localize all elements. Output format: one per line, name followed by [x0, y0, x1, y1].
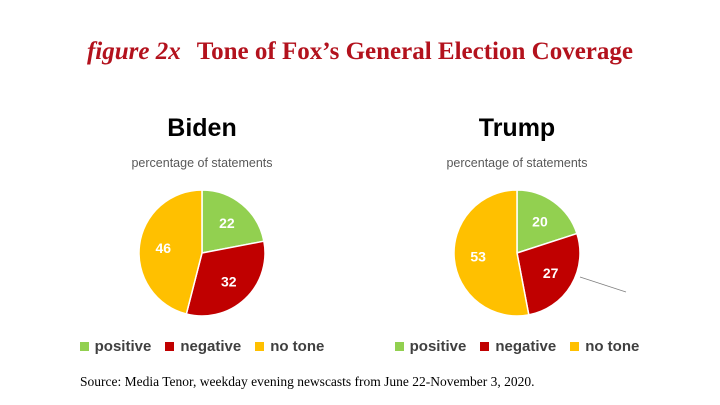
legend-label-positive: positive — [94, 338, 152, 355]
pie-slice-positive — [201, 189, 265, 254]
pie-slice-no-tone — [138, 189, 203, 315]
pie-svg: 22 32 46 — [138, 189, 266, 317]
source-note: Source: Media Tenor, weekday evening new… — [80, 374, 535, 389]
legend-swatch-negative — [480, 342, 490, 351]
legend-label-no-tone: no tone — [585, 338, 640, 355]
figure-title-text: Tone of Fox’s General Election Coverage — [196, 38, 634, 65]
pie-slice-negative — [185, 240, 266, 317]
legend-item-no-tone: no tone — [570, 338, 639, 355]
legend-item-positive: positive — [79, 338, 152, 355]
legend-label-negative: negative — [495, 338, 557, 355]
trump-pie-chart: 20 27 53 Trump percentage of statements po… — [377, 110, 657, 365]
pie-data-label-negative: 32 — [221, 273, 237, 289]
legend-label-no-tone: no tone — [270, 338, 325, 355]
legend-swatch-negative — [165, 342, 175, 351]
legend-label-negative: negative — [180, 338, 242, 355]
chart-subtitle: percentage of statements — [131, 156, 273, 170]
pie-slice-no-tone — [453, 189, 530, 317]
pie-svg: 20 27 53 — [453, 189, 627, 317]
legend-item-negative: negative — [480, 338, 556, 355]
legend-swatch-positive — [79, 342, 89, 351]
pie-data-label-positive: 20 — [532, 213, 548, 229]
chart-legend: positive negative no tone — [377, 338, 657, 355]
legend-swatch-no-tone — [570, 342, 580, 351]
pie-slice-positive — [516, 189, 578, 255]
chart-title: Trump — [478, 114, 556, 142]
pie-data-label-no-tone: 46 — [155, 240, 171, 256]
legend-item-negative: negative — [165, 338, 241, 355]
biden-pie-chart: 22 32 46 Biden percentage of statements po… — [62, 110, 342, 365]
chart-legend: positive negative no tone — [62, 338, 342, 355]
leader-line — [579, 276, 627, 293]
legend-item-no-tone: no tone — [255, 338, 324, 355]
figure-label: figure 2x — [86, 38, 181, 65]
pie-slice-negative — [516, 232, 581, 316]
legend-item-positive: positive — [394, 338, 467, 355]
pie-data-label-no-tone: 53 — [470, 249, 486, 265]
chart-subtitle: percentage of statements — [446, 156, 588, 170]
pie-data-label-positive: 22 — [219, 215, 235, 231]
legend-swatch-positive — [394, 342, 404, 351]
legend-label-positive: positive — [409, 338, 467, 355]
pie-data-label-negative: 27 — [543, 265, 559, 281]
figure-title: figure 2x Tone of Fox’s General Election … — [0, 38, 720, 66]
chart-title: Biden — [167, 114, 237, 142]
legend-swatch-no-tone — [255, 342, 265, 351]
